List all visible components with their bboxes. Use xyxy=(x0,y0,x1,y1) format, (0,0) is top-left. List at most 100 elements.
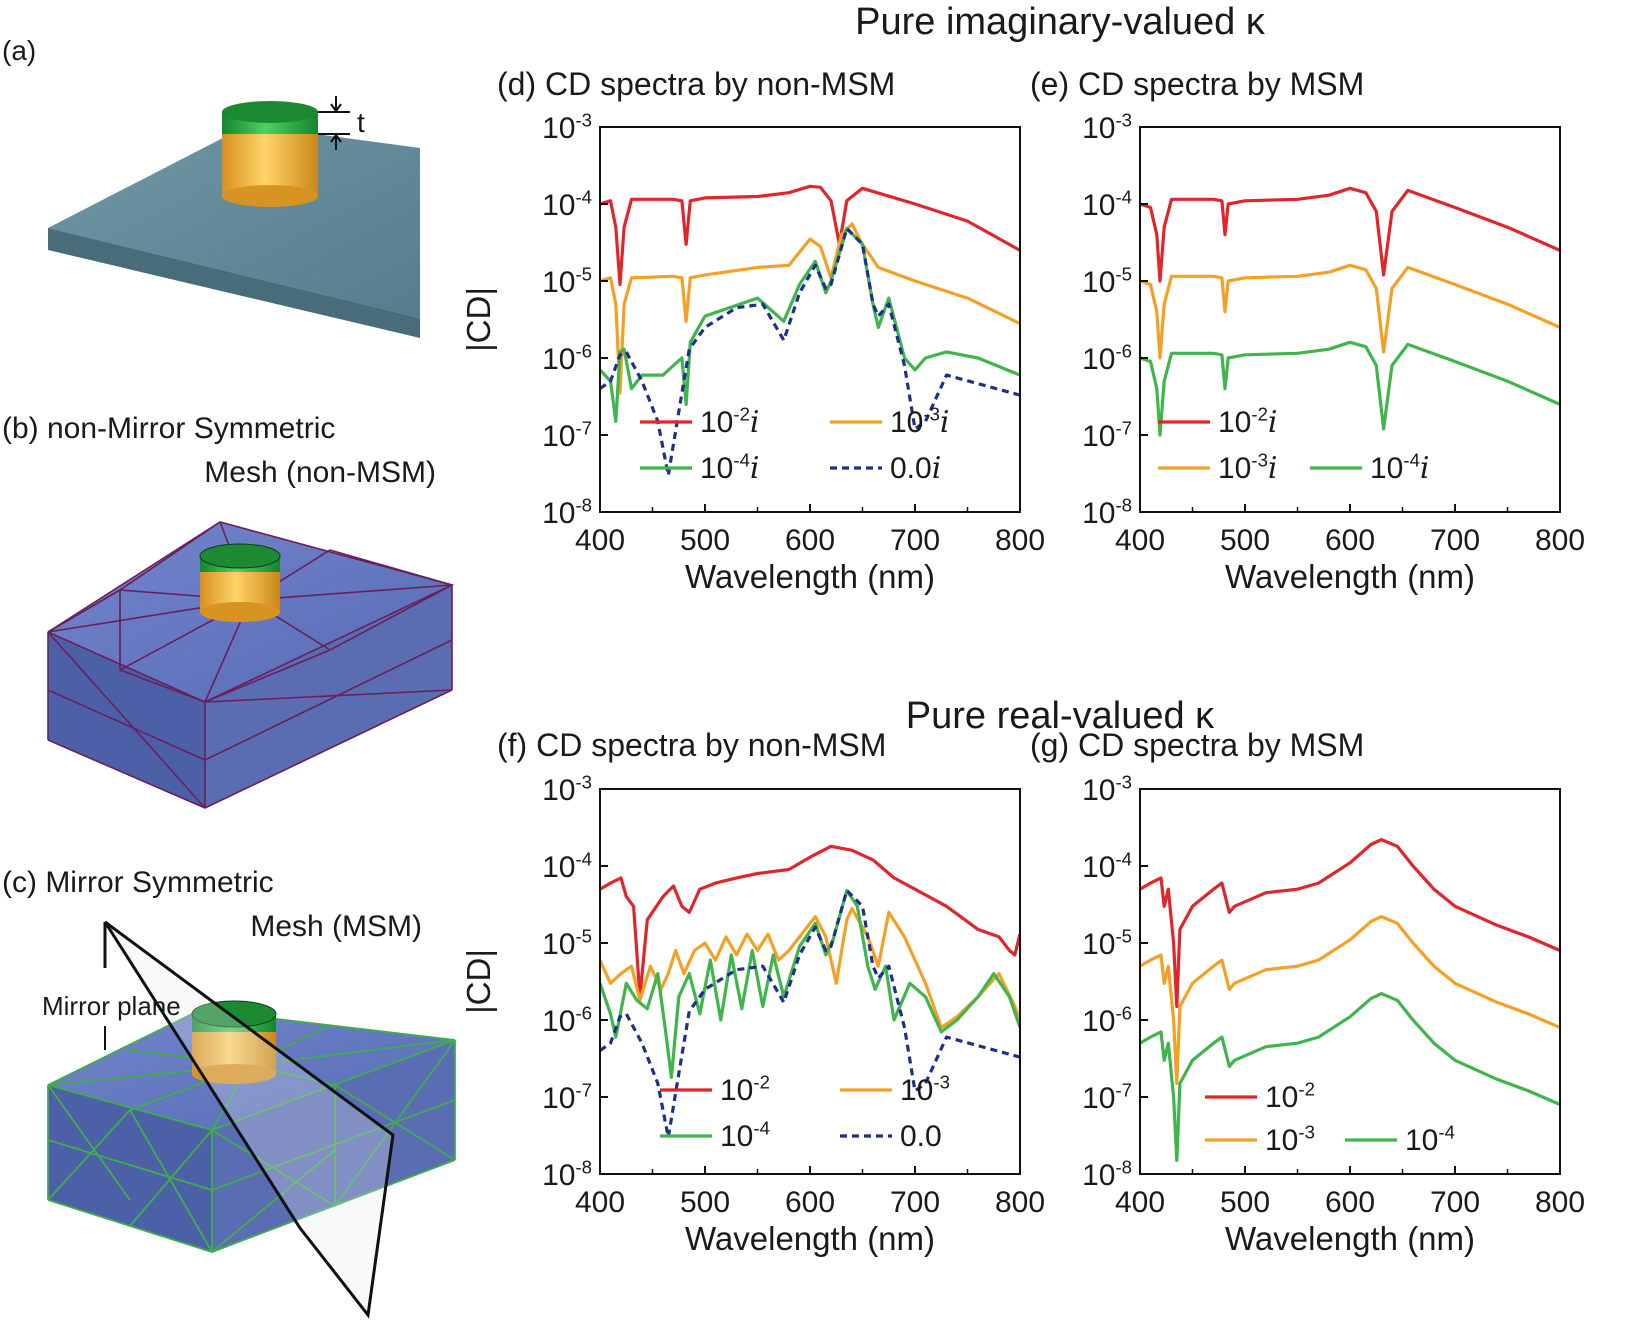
x-tick-label-e: 700 xyxy=(1430,524,1480,557)
y-axis-label-d: |CD| xyxy=(460,287,497,352)
mirror-plane-icon xyxy=(103,920,395,1319)
mesh-c-pillar-top xyxy=(191,1000,277,1028)
legend-label-e-0: 10-2i xyxy=(1218,404,1278,440)
legend-label-d-0: 10-2i xyxy=(700,404,760,440)
illustration-a: (a) t xyxy=(2,35,420,338)
y-tick-label-e: 10-6 xyxy=(1082,341,1132,376)
series-line-g-2 xyxy=(1140,992,1560,1162)
legend-label-e-1: 10-3i xyxy=(1218,450,1278,486)
legend-label-g-2: 10-4 xyxy=(1405,1122,1455,1157)
chart-f: (f) CD spectra by non-MSM 400 500 600 700 800… xyxy=(460,727,1045,1257)
mesh-c-pillar-base xyxy=(192,1064,276,1084)
y-tick-label-f: 10-3 xyxy=(542,772,592,807)
legend-label-f-2: 10-4 xyxy=(720,1118,770,1153)
y-tick-label-f: 10-7 xyxy=(542,1080,592,1115)
y-axis-label-f: |CD| xyxy=(460,949,497,1014)
legend-label-f-0: 10-2 xyxy=(720,1072,770,1107)
x-tick-label-f: 800 xyxy=(995,1186,1045,1219)
y-tick-label-d: 10-3 xyxy=(542,110,592,145)
x-tick-label-d: 600 xyxy=(785,524,835,557)
x-axis-label-e: Wavelength (nm) xyxy=(1225,558,1475,595)
y-tick-label-d: 10-6 xyxy=(542,341,592,376)
x-axis-label-f: Wavelength (nm) xyxy=(685,1220,935,1257)
illustration-c: (c) Mirror Symmetric Mesh (MSM) Mirror p… xyxy=(2,866,456,1319)
y-tick-label-d: 10-7 xyxy=(542,418,592,453)
legend-label-g-0: 10-2 xyxy=(1265,1079,1315,1114)
series-line-f-0 xyxy=(600,844,1020,999)
label-b-line2: Mesh (non-MSM) xyxy=(204,456,436,489)
plot-frame-e xyxy=(1139,126,1561,513)
series-line-e-1 xyxy=(1140,263,1560,360)
y-tick-label-g: 10-5 xyxy=(1082,926,1132,961)
legend-label-e-2: 10-4i xyxy=(1370,450,1430,486)
panel-title-d: (d) CD spectra by non-MSM xyxy=(497,66,895,102)
mesh-b-pillar-base xyxy=(200,602,280,622)
illustration-b: (b) non-Mirror Symmetric Mesh (non-MSM) xyxy=(2,412,455,809)
y-tick-label-e: 10-4 xyxy=(1082,187,1132,222)
thickness-label: t xyxy=(357,107,365,138)
pillar-top xyxy=(222,101,318,123)
y-tick-label-g: 10-4 xyxy=(1082,849,1132,884)
y-tick-label-g: 10-3 xyxy=(1082,772,1132,807)
heading-imaginary: Pure imaginary-valued κ xyxy=(855,1,1266,43)
y-tick-label-f: 10-8 xyxy=(542,1157,592,1192)
chart-panels: (d) CD spectra by non-MSM 400 500 600 700 800… xyxy=(460,66,1585,1257)
y-tick-label-e: 10-5 xyxy=(1082,264,1132,299)
series-line-d-0 xyxy=(600,184,1020,287)
mesh-c-front xyxy=(48,1085,212,1252)
panel-title-f: (f) CD spectra by non-MSM xyxy=(497,727,886,763)
legend-label-d-1: 10-3i xyxy=(890,404,950,440)
x-tick-label-f: 500 xyxy=(680,1186,730,1219)
legend-label-d-3: 0.0i xyxy=(890,451,941,486)
x-tick-label-d: 400 xyxy=(575,524,625,557)
y-tick-label-f: 10-5 xyxy=(542,926,592,961)
series-line-g-0 xyxy=(1140,838,1560,1008)
plot-frame-g xyxy=(1139,788,1561,1175)
heading-real: Pure real-valued κ xyxy=(906,695,1215,737)
x-tick-label-e: 600 xyxy=(1325,524,1375,557)
panel-title-g: (g) CD spectra by MSM xyxy=(1030,727,1364,763)
label-c-line1: (c) Mirror Symmetric xyxy=(2,866,274,899)
x-axis-label-d: Wavelength (nm) xyxy=(685,558,935,595)
x-axis-label-g: Wavelength (nm) xyxy=(1225,1220,1475,1257)
label-b-line1: (b) non-Mirror Symmetric xyxy=(2,412,335,445)
y-tick-label-f: 10-4 xyxy=(542,849,592,884)
mesh-b-wires xyxy=(47,521,455,809)
x-tick-label-f: 700 xyxy=(890,1186,940,1219)
y-tick-label-e: 10-8 xyxy=(1082,495,1132,530)
x-tick-label-e: 400 xyxy=(1115,524,1165,557)
series-line-d-1 xyxy=(600,222,1020,395)
x-tick-label-g: 500 xyxy=(1220,1186,1270,1219)
slab-side-front xyxy=(48,228,420,338)
label-c-line2: Mesh (MSM) xyxy=(250,910,422,943)
legend-label-f-3: 0.0 xyxy=(900,1120,942,1153)
y-tick-label-e: 10-3 xyxy=(1082,110,1132,145)
series-line-d-2 xyxy=(600,226,1020,423)
y-tick-label-d: 10-4 xyxy=(542,187,592,222)
legend-label-d-2: 10-4i xyxy=(700,450,760,486)
chart-d: (d) CD spectra by non-MSM 400 500 600 700 800… xyxy=(460,66,1045,595)
series-line-f-2 xyxy=(600,888,1020,1079)
x-tick-label-e: 800 xyxy=(1535,524,1585,557)
series-line-g-1 xyxy=(1140,915,1560,1085)
y-tick-label-g: 10-7 xyxy=(1082,1080,1132,1115)
x-tick-label-d: 500 xyxy=(680,524,730,557)
x-tick-label-d: 700 xyxy=(890,524,940,557)
x-tick-label-g: 800 xyxy=(1535,1186,1585,1219)
slab-top xyxy=(48,125,420,318)
series-line-e-0 xyxy=(1140,186,1560,283)
x-tick-label-g: 400 xyxy=(1115,1186,1165,1219)
mesh-c-right xyxy=(212,1040,455,1252)
chart-g: (g) CD spectra by MSM 400 500 600 700 800 10-8… xyxy=(1030,727,1585,1257)
thickness-arrow-down-icon xyxy=(330,96,342,113)
x-tick-label-e: 500 xyxy=(1220,524,1270,557)
legend-label-g-1: 10-3 xyxy=(1265,1122,1315,1157)
y-tick-label-e: 10-7 xyxy=(1082,418,1132,453)
x-tick-label-g: 700 xyxy=(1430,1186,1480,1219)
x-tick-label-f: 400 xyxy=(575,1186,625,1219)
y-tick-label-f: 10-6 xyxy=(542,1003,592,1038)
x-tick-label-d: 800 xyxy=(995,524,1045,557)
thickness-arrow-up-icon xyxy=(330,133,342,150)
mirror-plane-label: Mirror plane xyxy=(42,991,181,1021)
y-tick-label-d: 10-8 xyxy=(542,495,592,530)
